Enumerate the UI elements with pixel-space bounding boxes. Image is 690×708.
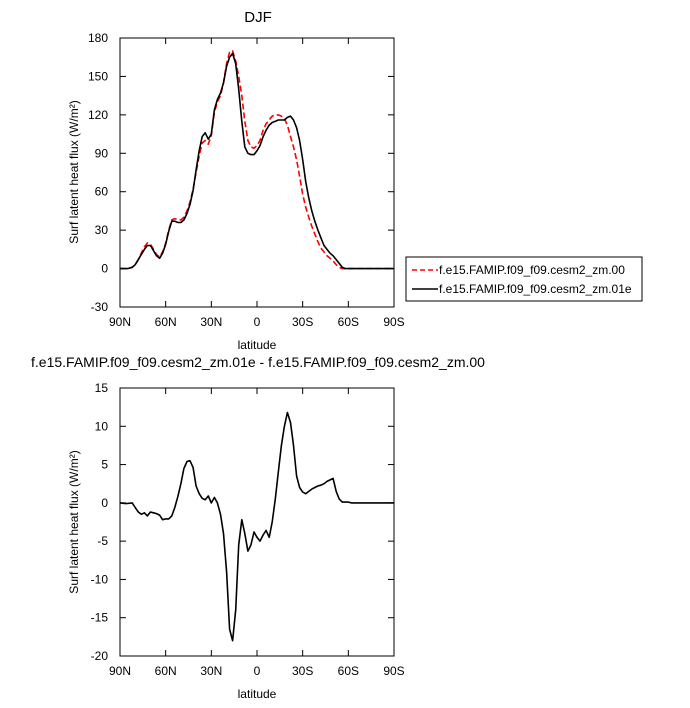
chart-top-xtick-label: 60N bbox=[155, 315, 177, 329]
chart-top-xtick-label: 90S bbox=[383, 315, 404, 329]
chart-bottom-ytick-label: -20 bbox=[91, 649, 109, 663]
chart-bottom-xtick-label: 30N bbox=[200, 664, 222, 678]
chart-top-ytick-label: -30 bbox=[91, 300, 109, 314]
chart-top-title: DJF bbox=[244, 9, 272, 26]
chart-top-xtick-label: 30S bbox=[292, 315, 313, 329]
chart-bottom-xtick-label: 90S bbox=[383, 664, 404, 678]
chart-bottom-ytick-label: -10 bbox=[91, 572, 109, 586]
chart-top-series-line-1 bbox=[120, 49, 394, 270]
chart-top-legend: f.e15.FAMIP.f09_f09.cesm2_zm.00 f.e15.FA… bbox=[405, 256, 643, 302]
chart-top-ytick-label: 0 bbox=[101, 262, 108, 276]
chart-top-frame bbox=[119, 37, 395, 308]
chart-bottom-xtick-label: 0 bbox=[254, 664, 261, 678]
chart-top-series-layer bbox=[120, 49, 394, 270]
chart-bottom-xlabel: latitude bbox=[238, 687, 277, 701]
chart-bottom-frame bbox=[119, 387, 395, 657]
chart-top-ytick-label: 120 bbox=[88, 108, 108, 122]
chart-top-axes-layer: 90N 60N 30N 0 30S 60S 90S -30 0 30 60 90 120 150 180 bbox=[88, 31, 405, 329]
chart-bottom-series-line-1 bbox=[119, 411, 394, 642]
chart-bottom-ytick-label: -15 bbox=[91, 611, 109, 625]
legend-label-series-1: f.e15.FAMIP.f09_f09.cesm2_zm.00 bbox=[439, 263, 625, 277]
chart-top: DJF 90N 60N 30N 0 30S 60S 90S -30 0 30 60 90 120 150 1… bbox=[67, 9, 643, 352]
chart-bottom-title: f.e15.FAMIP.f09_f09.cesm2_zm.01e - f.e15… bbox=[31, 354, 485, 370]
chart-bottom: f.e15.FAMIP.f09_f09.cesm2_zm.01e - f.e15… bbox=[31, 354, 485, 701]
chart-top-xtick-label: 30N bbox=[200, 315, 222, 329]
chart-top-ylabel: Surf latent heat flux (W/m²) bbox=[67, 100, 81, 243]
chart-bottom-ytick-label: 0 bbox=[101, 496, 108, 510]
chart-top-xtick-label: 90N bbox=[109, 315, 131, 329]
chart-bottom-ytick-label: 15 bbox=[95, 381, 109, 395]
chart-bottom-axes-layer: 90N 60N 30N 0 30S 60S 90S -20 -15 -10 -5 0 5 10 15 bbox=[91, 381, 405, 678]
chart-bottom-ytick-label: -5 bbox=[97, 534, 108, 548]
chart-top-ytick-label: 60 bbox=[95, 185, 109, 199]
legend-label-series-2: f.e15.FAMIP.f09_f09.cesm2_zm.01e bbox=[439, 282, 632, 296]
chart-bottom-series-layer bbox=[119, 411, 394, 642]
chart-top-xtick-label: 60S bbox=[338, 315, 359, 329]
chart-bottom-xtick-label: 60S bbox=[338, 664, 359, 678]
chart-bottom-xtick-label: 60N bbox=[155, 664, 177, 678]
chart-bottom-xtick-label: 30S bbox=[292, 664, 313, 678]
chart-top-ytick-label: 180 bbox=[88, 31, 108, 45]
chart-bottom-ytick-label: 5 bbox=[101, 458, 108, 472]
chart-top-ytick-label: 90 bbox=[95, 146, 109, 160]
chart-top-series-line-2 bbox=[120, 52, 394, 270]
chart-top-ytick-label: 30 bbox=[95, 223, 109, 237]
chart-bottom-ytick-label: 10 bbox=[95, 419, 109, 433]
legend-box bbox=[405, 256, 643, 302]
chart-top-ytick-label: 150 bbox=[88, 69, 108, 83]
chart-bottom-xtick-label: 90N bbox=[109, 664, 131, 678]
chart-top-xtick-label: 0 bbox=[254, 315, 261, 329]
chart-bottom-ylabel: Surf latent heat flux (W/m²) bbox=[67, 450, 81, 593]
chart-top-xlabel: latitude bbox=[238, 338, 277, 352]
